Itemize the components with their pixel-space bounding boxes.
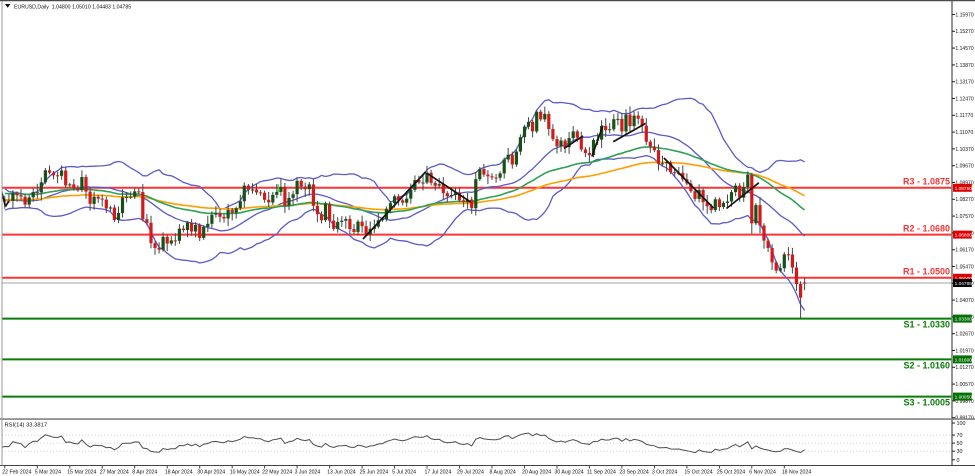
svg-text:3 Oct 2024: 3 Oct 2024 — [652, 470, 677, 476]
svg-text:13 Jun 2024: 13 Jun 2024 — [327, 470, 356, 476]
svg-text:11 Sep 2024: 11 Sep 2024 — [587, 470, 616, 476]
svg-text:1.01270: 1.01270 — [955, 365, 973, 371]
svg-text:1.11070: 1.11070 — [955, 130, 973, 136]
svg-text:8 Apr 2024: 8 Apr 2024 — [132, 470, 157, 476]
svg-text:3 Jun 2024: 3 Jun 2024 — [295, 470, 321, 476]
svg-text:6 Nov 2024: 6 Nov 2024 — [749, 470, 776, 476]
svg-text:1.13170: 1.13170 — [955, 80, 973, 86]
svg-text:18 Apr 2024: 18 Apr 2024 — [165, 470, 193, 476]
svg-text:20 Aug 2024: 20 Aug 2024 — [522, 470, 551, 476]
svg-text:70: 70 — [957, 433, 963, 439]
svg-text:1.15270: 1.15270 — [955, 29, 973, 35]
svg-text:1.11770: 1.11770 — [955, 113, 973, 119]
svg-text:1.12470: 1.12470 — [955, 96, 973, 102]
svg-text:1.01970: 1.01970 — [955, 348, 973, 354]
svg-text:1.08750: 1.08750 — [955, 186, 973, 192]
svg-text:1.00050: 1.00050 — [955, 395, 973, 401]
svg-text:15 Oct 2024: 15 Oct 2024 — [684, 470, 712, 476]
svg-text:5 Mar 2024: 5 Mar 2024 — [35, 470, 61, 476]
svg-text:1.05000: 1.05000 — [955, 276, 973, 282]
svg-text:R2 - 1.0680: R2 - 1.0680 — [903, 223, 950, 233]
svg-text:1.07570: 1.07570 — [955, 214, 973, 220]
svg-text:1.04785: 1.04785 — [955, 281, 973, 287]
svg-text:1.06170: 1.06170 — [955, 248, 973, 254]
svg-text:23 Sep 2024: 23 Sep 2024 — [619, 470, 649, 476]
svg-text:S2 - 1.0160: S2 - 1.0160 — [903, 360, 950, 370]
svg-text:R1 - 1.0500: R1 - 1.0500 — [903, 267, 950, 277]
svg-text:1.01600: 1.01600 — [955, 358, 973, 364]
svg-text:EURUSD,Daily 1.04800 1.05010: EURUSD,Daily 1.04800 1.05010 1.04483 1.0… — [14, 5, 131, 11]
svg-text:29 Jul 2024: 29 Jul 2024 — [457, 470, 484, 476]
svg-text:0: 0 — [957, 458, 960, 464]
svg-text:50: 50 — [957, 441, 963, 447]
svg-text:1.10370: 1.10370 — [955, 147, 973, 153]
svg-text:0.99870: 0.99870 — [955, 399, 973, 405]
svg-text:1.05470: 1.05470 — [955, 264, 973, 270]
svg-text:8 Aug 2024: 8 Aug 2024 — [490, 470, 516, 476]
svg-text:27 Mar 2024: 27 Mar 2024 — [100, 470, 129, 476]
svg-text:1.14570: 1.14570 — [955, 46, 973, 52]
svg-text:18 Nov 2024: 18 Nov 2024 — [782, 470, 812, 476]
svg-text:S3 - 1.0005: S3 - 1.0005 — [903, 398, 950, 408]
svg-text:15 Mar 2024: 15 Mar 2024 — [67, 470, 96, 476]
svg-text:30 Aug 2024: 30 Aug 2024 — [555, 470, 584, 476]
svg-text:1.03300: 1.03300 — [955, 317, 973, 323]
svg-text:S1 - 1.0330: S1 - 1.0330 — [903, 320, 950, 330]
svg-text:1.15970: 1.15970 — [955, 12, 973, 18]
svg-text:22 May 2024: 22 May 2024 — [262, 470, 292, 476]
svg-text:10 May 2024: 10 May 2024 — [230, 470, 260, 476]
svg-text:R3 - 1.0875: R3 - 1.0875 — [903, 177, 950, 187]
svg-text:1.00570: 1.00570 — [955, 382, 973, 388]
svg-text:25 Oct 2024: 25 Oct 2024 — [717, 470, 745, 476]
svg-text:100: 100 — [957, 421, 966, 427]
svg-text:1.08970: 1.08970 — [955, 180, 973, 186]
svg-text:1.04070: 1.04070 — [955, 298, 973, 304]
svg-text:5 Jul 2024: 5 Jul 2024 — [392, 470, 416, 476]
svg-text:1.13870: 1.13870 — [955, 63, 973, 69]
svg-text:17 Jul 2024: 17 Jul 2024 — [425, 470, 452, 476]
svg-text:30 Apr 2024: 30 Apr 2024 — [197, 470, 225, 476]
svg-text:1.02670: 1.02670 — [955, 332, 973, 338]
svg-text:1.08270: 1.08270 — [955, 197, 973, 203]
svg-text:RSI(14) 33.3817: RSI(14) 33.3817 — [5, 423, 48, 429]
svg-text:30: 30 — [957, 449, 963, 455]
svg-text:25 Jun 2024: 25 Jun 2024 — [360, 470, 389, 476]
svg-text:22 Feb 2024: 22 Feb 2024 — [2, 470, 31, 476]
svg-text:1.09670: 1.09670 — [955, 164, 973, 170]
svg-text:1.06800: 1.06800 — [955, 233, 973, 239]
